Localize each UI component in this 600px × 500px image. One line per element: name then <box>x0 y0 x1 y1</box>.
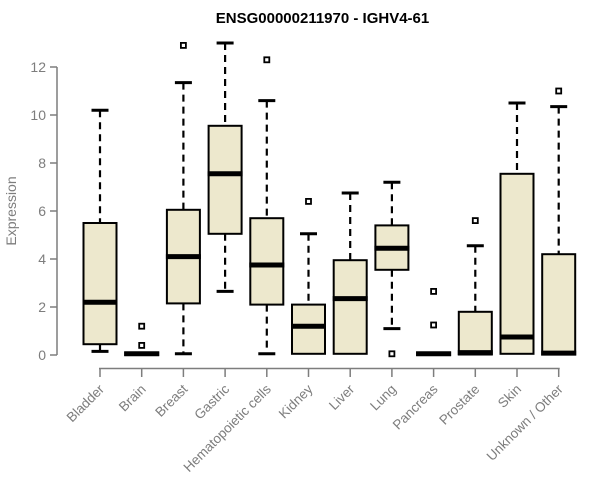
x-tick-label-prostate: Prostate <box>436 382 482 428</box>
x-tick-label-liver: Liver <box>326 381 358 413</box>
x-tick-label-bladder: Bladder <box>64 381 108 425</box>
x-tick-label-skin: Skin <box>495 382 524 411</box>
outlier-point-kidney <box>305 197 312 205</box>
box-prostate <box>457 310 493 356</box>
x-tick-label-unknown-other: Unknown / Other <box>484 381 567 464</box>
y-tick-label: 4 <box>38 251 46 267</box>
outlier-point-brain <box>138 322 146 330</box>
y-tick-label: 2 <box>38 299 46 315</box>
outlier-point-unknown-other <box>555 87 563 95</box>
outlier-point-brain <box>138 341 146 349</box>
box-bladder <box>82 222 118 346</box>
outlier-point-prostate <box>471 217 479 225</box>
box-kidney <box>291 303 326 355</box>
box-gastric <box>207 124 243 235</box>
x-tick-label-gastric: Gastric <box>191 381 232 422</box>
y-tick-label: 12 <box>30 59 46 75</box>
y-tick-label: 8 <box>38 155 46 171</box>
outlier-point-breast <box>179 42 187 49</box>
x-tick-label-kidney: Kidney <box>276 381 316 421</box>
y-tick-label: 6 <box>38 203 46 219</box>
outlier-point-pancreas <box>430 287 438 295</box>
x-tick-label-pancreas: Pancreas <box>390 381 441 432</box>
x-tick-label-breast: Breast <box>152 381 190 419</box>
x-tick-label-brain: Brain <box>116 382 149 415</box>
y-tick-label: 10 <box>30 107 46 123</box>
outlier-point-hematopoietic-cells <box>263 56 271 64</box>
y-axis-label: Expression <box>3 176 19 245</box>
x-tick-label-lung: Lung <box>367 382 399 414</box>
outlier-point-pancreas <box>430 321 438 329</box>
box-liver <box>332 259 368 355</box>
box-unknown-other <box>541 253 577 356</box>
outlier-point-lung <box>388 350 396 358</box>
chart-title: ENSG00000211970 - IGHV4-61 <box>215 10 430 27</box>
box-hematopoietic-cells <box>249 217 285 306</box>
box-skin <box>499 172 535 355</box>
y-tick-label: 0 <box>38 347 46 363</box>
